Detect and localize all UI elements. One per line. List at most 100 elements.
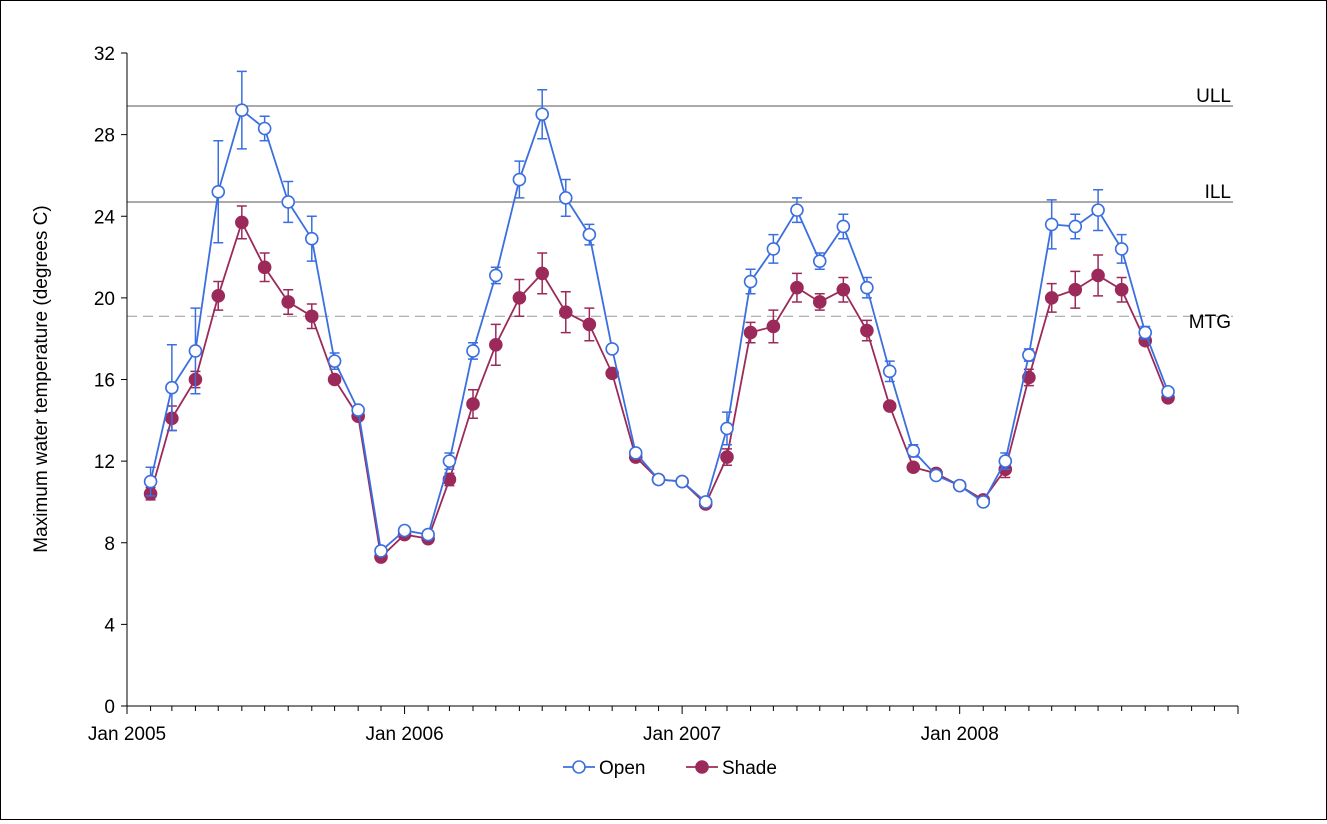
y-axis-label: Maximum water temperature (degrees C): [31, 205, 52, 552]
y-tick-label: 24: [94, 207, 116, 228]
x-ticks: Jan 2005 Jan 2006 Jan 2007 Jan 2008: [88, 706, 1239, 745]
y-tick-label: 8: [104, 534, 115, 555]
x-tick-label: Jan 2007: [643, 724, 721, 745]
y-tick-label: 12: [94, 452, 115, 473]
data-point-open: [466, 344, 480, 358]
data-point-open: [929, 468, 943, 483]
data-point-open: [976, 495, 991, 509]
data-point-shade: [281, 295, 296, 309]
data-point-shade: [211, 289, 226, 303]
reference-label-ill: ILL: [1205, 182, 1231, 203]
data-point-open: [836, 219, 851, 234]
data-point-open: [442, 454, 457, 468]
data-point-shade: [1068, 282, 1083, 297]
series-shade: [143, 205, 1175, 564]
data-point-shade: [882, 399, 897, 413]
data-point-open: [421, 527, 435, 542]
y-tick-label: 16: [94, 371, 115, 392]
data-point-open: [952, 478, 967, 493]
legend-item-open: Open: [563, 758, 645, 779]
data-point-shade: [512, 291, 527, 305]
data-point-open: [1138, 325, 1153, 340]
data-point-shade: [535, 266, 549, 281]
legend-label: Shade: [722, 758, 777, 779]
data-point-open: [188, 344, 203, 358]
data-point-open: [257, 121, 272, 136]
data-point-open: [143, 474, 158, 489]
legend-swatch-marker: [572, 760, 586, 774]
data-point-shade: [304, 309, 319, 324]
data-point-open: [512, 172, 527, 187]
series-open: [143, 70, 1175, 558]
data-point-open: [281, 195, 296, 209]
data-point-open: [906, 444, 921, 458]
data-point-shade: [766, 319, 781, 334]
data-point-shade: [1091, 268, 1105, 283]
data-point-open: [766, 242, 781, 256]
data-point-shade: [860, 323, 874, 338]
data-point-shade: [1114, 282, 1129, 297]
x-tick-label: Jan 2006: [365, 724, 443, 745]
data-point-shade: [489, 338, 503, 352]
data-point-shade: [836, 282, 851, 297]
data-point-open: [998, 454, 1013, 468]
data-point-open: [605, 342, 619, 356]
reference-label-mtg: MTG: [1189, 312, 1231, 333]
data-point-shade: [1022, 370, 1036, 385]
data-point-open: [698, 495, 713, 509]
data-point-open: [860, 280, 874, 295]
data-point-shade: [582, 317, 597, 332]
x-tick-label: Jan 2005: [88, 724, 166, 745]
legend-item-shade: Shade: [686, 758, 777, 779]
data-point-shade: [257, 260, 272, 275]
axes: [126, 53, 1238, 707]
data-point-open: [211, 184, 226, 199]
legend: Open Shade: [563, 758, 777, 779]
data-point-shade: [906, 460, 921, 475]
legend-swatch-marker: [695, 760, 709, 774]
data-point-open: [882, 364, 897, 379]
data-point-shade: [558, 305, 573, 319]
y-tick-label: 4: [104, 615, 115, 636]
data-point-shade: [812, 295, 827, 309]
y-tick-label: 32: [94, 44, 115, 65]
data-point-open: [304, 231, 319, 246]
data-point-open: [812, 254, 827, 268]
data-point-shade: [327, 372, 342, 387]
series-layer: [143, 70, 1175, 564]
data-point-open: [1044, 217, 1059, 232]
data-point-open: [790, 203, 804, 217]
data-point-open: [165, 380, 179, 395]
data-point-open: [1091, 203, 1105, 217]
data-point-open: [489, 268, 503, 283]
legend-label: Open: [599, 758, 645, 779]
data-point-shade: [466, 397, 480, 411]
data-point-open: [397, 523, 412, 538]
data-point-open: [235, 103, 249, 117]
data-point-open: [675, 474, 689, 489]
data-point-open: [558, 191, 573, 205]
series-line-shade: [149, 220, 1169, 559]
data-point-open: [651, 472, 666, 487]
data-point-shade: [235, 215, 249, 230]
data-point-open: [582, 227, 597, 242]
data-point-shade: [1044, 291, 1059, 305]
data-point-open: [1068, 219, 1083, 234]
data-point-open: [628, 446, 643, 460]
data-point-open: [327, 354, 342, 368]
data-point-open: [351, 403, 365, 417]
data-point-open: [743, 274, 758, 289]
data-point-open: [1161, 384, 1175, 399]
data-point-shade: [743, 325, 758, 340]
y-ticks: 0 4 8 12 16 20 24 28 32: [94, 44, 127, 718]
data-point-open: [535, 107, 549, 122]
data-point-shade: [720, 450, 734, 464]
data-point-open: [1114, 242, 1129, 256]
data-point-open: [720, 421, 734, 436]
data-point-shade: [790, 280, 804, 295]
data-point-open: [1022, 348, 1036, 362]
y-tick-label: 0: [104, 697, 115, 718]
data-point-open: [374, 544, 388, 558]
